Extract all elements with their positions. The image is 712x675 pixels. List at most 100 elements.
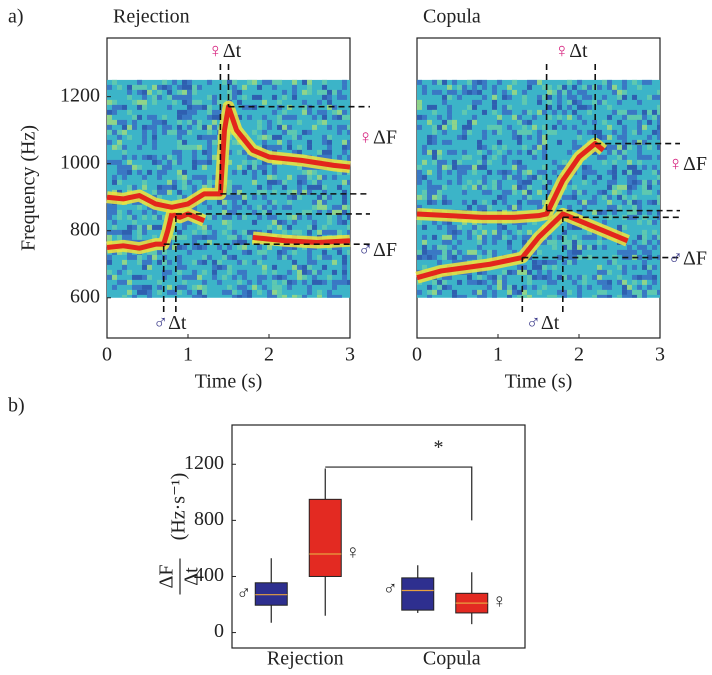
noise-cell <box>167 129 172 135</box>
noise-cell <box>477 224 482 230</box>
noise-cell <box>602 284 607 290</box>
noise-cell <box>312 269 317 275</box>
noise-cell <box>222 249 227 255</box>
noise-cell <box>312 184 317 190</box>
noise-cell <box>422 159 427 165</box>
noise-cell <box>342 194 347 200</box>
noise-cell <box>122 119 127 125</box>
noise-cell <box>582 274 587 280</box>
noise-cell <box>547 259 552 265</box>
noise-cell <box>542 149 547 155</box>
noise-cell <box>127 214 132 220</box>
noise-cell <box>307 174 312 180</box>
noise-cell <box>437 149 442 155</box>
noise-cell <box>622 149 627 155</box>
noise-cell <box>287 244 292 250</box>
noise-cell <box>552 124 557 130</box>
noise-cell <box>117 279 122 285</box>
noise-cell <box>137 289 142 295</box>
noise-cell <box>642 179 647 185</box>
noise-cell <box>157 259 162 265</box>
noise-cell <box>342 209 347 215</box>
noise-cell <box>502 279 507 285</box>
noise-cell <box>572 84 577 90</box>
noise-cell <box>617 154 622 160</box>
noise-cell <box>272 179 277 185</box>
noise-cell <box>232 229 237 235</box>
noise-cell <box>497 224 502 230</box>
noise-cell <box>277 284 282 290</box>
noise-cell <box>582 169 587 175</box>
noise-cell <box>322 224 327 230</box>
noise-cell <box>522 269 527 275</box>
noise-cell <box>602 159 607 165</box>
noise-cell <box>542 184 547 190</box>
noise-cell <box>597 289 602 295</box>
noise-cell <box>647 94 652 100</box>
noise-cell <box>327 214 332 220</box>
noise-cell <box>552 89 557 95</box>
noise-cell <box>137 234 142 240</box>
noise-cell <box>137 199 142 205</box>
noise-cell <box>477 149 482 155</box>
noise-cell <box>432 249 437 255</box>
noise-cell <box>582 84 587 90</box>
noise-cell <box>592 169 597 175</box>
noise-cell <box>567 79 572 85</box>
noise-cell <box>522 179 527 185</box>
noise-cell <box>657 109 660 115</box>
noise-cell <box>482 269 487 275</box>
noise-cell <box>527 184 532 190</box>
noise-cell <box>187 219 192 225</box>
noise-cell <box>457 134 462 140</box>
noise-cell <box>572 239 577 245</box>
noise-cell <box>127 269 132 275</box>
noise-cell <box>517 224 522 230</box>
noise-cell <box>592 234 597 240</box>
noise-cell <box>162 119 167 125</box>
noise-cell <box>562 294 567 298</box>
noise-cell <box>212 119 217 125</box>
noise-cell <box>472 169 477 175</box>
noise-cell <box>432 199 437 205</box>
noise-cell <box>167 84 172 90</box>
x-axis-label: Time (s) <box>195 371 263 393</box>
noise-cell <box>522 99 527 105</box>
noise-cell <box>472 119 477 125</box>
noise-cell <box>182 109 187 115</box>
noise-cell <box>477 139 482 145</box>
noise-cell <box>217 199 222 205</box>
sex-symbol: ♂ <box>358 239 373 261</box>
noise-cell <box>482 154 487 160</box>
noise-cell <box>602 244 607 250</box>
x-tick-label: 1 <box>183 344 193 366</box>
df-label: ♀ΔF <box>668 153 707 175</box>
noise-cell <box>247 249 252 255</box>
noise-cell <box>297 144 302 150</box>
noise-cell <box>282 179 287 185</box>
noise-cell <box>192 274 197 280</box>
noise-cell <box>607 214 612 220</box>
noise-cell <box>477 244 482 250</box>
noise-cell <box>167 164 172 170</box>
noise-cell <box>592 294 597 298</box>
noise-cell <box>272 279 277 285</box>
noise-cell <box>327 94 332 100</box>
noise-cell <box>302 269 307 275</box>
noise-cell <box>187 274 192 280</box>
noise-cell <box>177 129 182 135</box>
noise-cell <box>637 84 642 90</box>
noise-cell <box>187 179 192 185</box>
noise-cell <box>417 204 422 210</box>
noise-cell <box>467 124 472 130</box>
noise-cell <box>262 269 267 275</box>
noise-cell <box>317 204 322 210</box>
noise-cell <box>437 249 442 255</box>
noise-cell <box>422 89 427 95</box>
noise-cell <box>457 229 462 235</box>
noise-cell <box>427 104 432 110</box>
noise-cell <box>442 129 447 135</box>
noise-cell <box>312 179 317 185</box>
noise-cell <box>597 274 602 280</box>
y-tick-label: 1200 <box>184 452 224 474</box>
